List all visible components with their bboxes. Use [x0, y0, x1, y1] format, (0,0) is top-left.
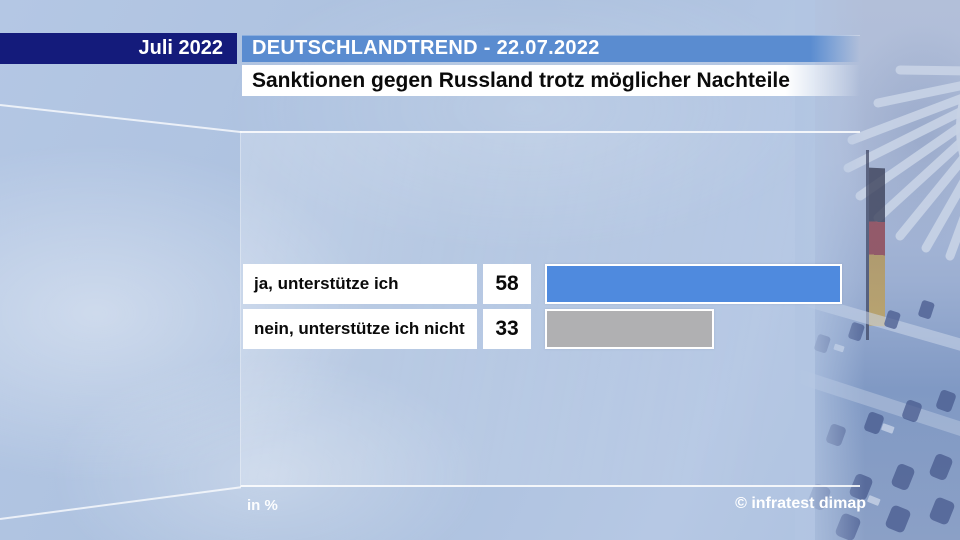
source-credit: © infratest dimap: [735, 495, 866, 512]
flag-pole: [866, 150, 869, 340]
value-label: 33: [483, 309, 531, 349]
value-label: 58: [483, 264, 531, 304]
table-row: ja, unterstütze ich 58: [243, 264, 842, 304]
category-label: nein, unterstütze ich nicht: [243, 309, 477, 349]
bar-nein: [545, 309, 714, 349]
perspective-line-top: [0, 104, 242, 134]
program-title-banner: DEUTSCHLANDTREND - 22.07.2022: [242, 35, 860, 62]
bar-chart: ja, unterstütze ich 58 nein, unterstütze…: [243, 264, 842, 354]
chart-title: Sanktionen gegen Russland trotz mögliche…: [242, 65, 860, 96]
unit-note: in %: [247, 497, 278, 514]
month-banner: Juli 2022: [0, 33, 237, 64]
bar-ja: [545, 264, 842, 304]
category-label: ja, unterstütze ich: [243, 264, 477, 304]
perspective-line-bottom: [0, 486, 242, 520]
table-row: nein, unterstütze ich nicht 33: [243, 309, 842, 349]
